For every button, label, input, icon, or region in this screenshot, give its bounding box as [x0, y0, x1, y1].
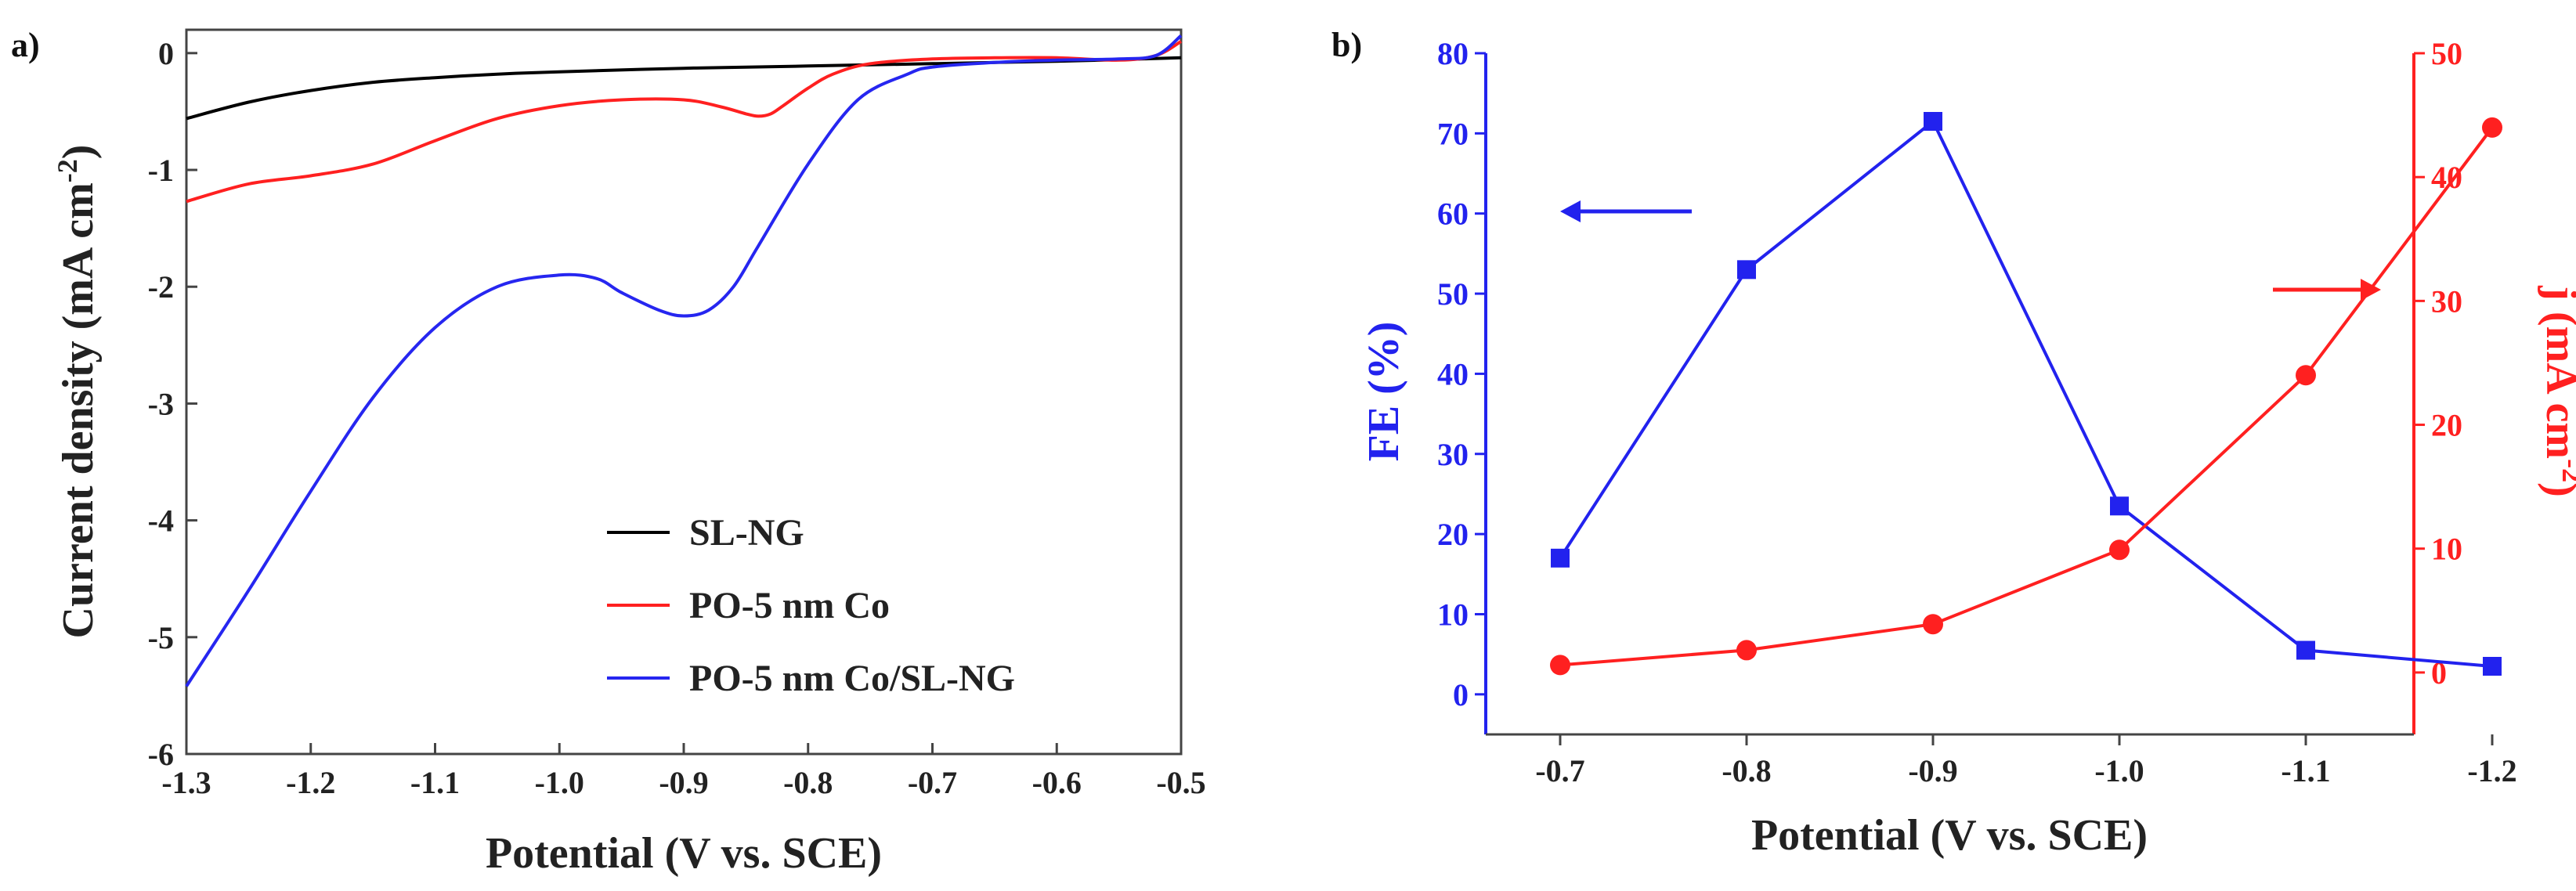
panel-b-x-axis-label: Potential (V vs. SCE) — [1751, 811, 2148, 860]
panel-a-x-tick-label: -1.1 — [410, 765, 460, 800]
panel-b-x-tick-label: -0.9 — [1908, 753, 1957, 788]
j-point — [1550, 655, 1570, 676]
j-arrow-head — [2361, 279, 2381, 301]
panel-b-right-tick-label: 20 — [2431, 408, 2462, 443]
panel-b-right-axis-label-main: j (mA cm — [2537, 285, 2576, 459]
panel-a-y-ticks: 0 -1 -2 -3 -4 -5 -6 — [148, 36, 197, 772]
j-point — [2109, 539, 2130, 561]
panel-b-left-tick-label: 50 — [1437, 276, 1469, 312]
panel-b-chart: b) -0.7 -0.8 -0.9 -1.0 -1.1 -1.2 0 10 20 30 40 50 6… — [1331, 26, 2576, 860]
fe-arrow-head — [1560, 200, 1581, 222]
panel-a-x-ticks: -1.3 -1.2 -1.1 -1.0 -0.9 -0.8 -0.7 -0.6 -0.5 — [161, 743, 1206, 800]
panel-a-plot-frame — [185, 28, 1183, 756]
panel-a-y-tick-label: 0 — [158, 36, 174, 71]
j-point — [2296, 365, 2316, 386]
panel-a-y-axis-label: Current density (mA cm-2) — [52, 145, 103, 639]
series-line-j — [1559, 126, 2494, 667]
panel-a-x-tick-label: -1.0 — [535, 765, 584, 800]
panel-b-label: b) — [1331, 26, 1362, 64]
panel-b-left-tick-label: 80 — [1437, 36, 1469, 71]
j-point — [1736, 640, 1757, 661]
panel-a-y-tick-label: -5 — [148, 620, 174, 655]
fe-point — [2296, 640, 2315, 660]
panel-a-y-tick-label: -1 — [148, 153, 174, 188]
series-line-po-5nm-co — [186, 40, 1183, 204]
panel-a-y-tick-label: -2 — [148, 269, 174, 305]
panel-a-series — [185, 34, 1183, 687]
panel-b-left-tick-label: 30 — [1437, 437, 1469, 472]
panel-a-x-tick-label: -0.8 — [783, 765, 833, 800]
panel-b-right-tick-label: 50 — [2431, 36, 2462, 71]
panel-a-y-tick-label: -4 — [148, 503, 174, 539]
panel-b-left-tick-label: 70 — [1437, 116, 1469, 151]
panel-b-j-axis-arrow — [2273, 279, 2381, 301]
panel-a-x-tick-label: -1.2 — [286, 765, 335, 800]
panel-b-fe-axis-arrow — [1560, 200, 1692, 222]
panel-b-right-axis-label-sup: -2 — [2556, 459, 2576, 482]
panel-a-x-tick-label: -0.6 — [1032, 765, 1082, 800]
fe-point — [1551, 548, 1570, 568]
legend-label-po-5nm-co-sl-ng: PO-5 nm Co/SL-NG — [689, 658, 1015, 699]
panel-a-y-tick-label: -3 — [148, 386, 174, 421]
panel-a-y-axis-label-main: Current density (mA cm — [54, 182, 103, 638]
panel-a-y-axis-label-close: ) — [54, 145, 103, 160]
fe-point — [2110, 496, 2129, 516]
panel-b-right-axis-label: j (mA cm-2) — [2537, 285, 2576, 496]
panel-a-y-tick-label: -6 — [148, 737, 174, 772]
fe-point — [1924, 112, 1942, 131]
panel-b-x-ticks: -0.7 -0.8 -0.9 -1.0 -1.1 -1.2 — [1535, 734, 2517, 788]
legend-label-sl-ng: SL-NG — [689, 512, 804, 554]
panel-a-label: a) — [11, 26, 40, 64]
fe-point — [2483, 657, 2502, 676]
legend-label-po-5nm-co: PO-5 nm Co — [689, 585, 890, 626]
panel-b-right-tick-label: 30 — [2431, 283, 2462, 319]
panel-a-legend: SL-NG PO-5 nm Co PO-5 nm Co/SL-NG — [607, 512, 1015, 699]
panel-b-left-tick-label: 40 — [1437, 356, 1469, 391]
panel-a-chart: a) -1.3 -1.2 -1.1 -1.0 -0.9 -0.8 -0.7 -0.6 -0.5 … — [11, 26, 1206, 878]
panel-b-series — [1550, 112, 2502, 676]
panel-b-x-tick-label: -0.7 — [1535, 753, 1584, 788]
panel-a-y-axis-label-sup: -2 — [52, 159, 83, 182]
panel-b-left-axis-label: FE (%) — [1360, 322, 1408, 462]
j-point — [1923, 614, 1943, 635]
panel-b-x-tick-label: -0.8 — [1722, 753, 1771, 788]
panel-b-left-y-ticks: 0 10 20 30 40 50 60 70 80 — [1437, 36, 1486, 712]
panel-b-left-tick-label: 10 — [1437, 597, 1469, 632]
panel-a-x-tick-label: -1.3 — [161, 765, 211, 800]
series-line-fe — [1559, 118, 2493, 668]
j-point — [2482, 117, 2502, 138]
panel-b-right-tick-label: 10 — [2431, 532, 2462, 567]
panel-b-x-tick-label: -1.0 — [2094, 753, 2144, 788]
panel-b-left-tick-label: 60 — [1437, 197, 1469, 232]
panel-b-x-tick-label: -1.2 — [2467, 753, 2516, 788]
series-line-sl-ng — [186, 56, 1182, 121]
panel-a-x-axis-label: Potential (V vs. SCE) — [486, 829, 882, 878]
panel-a-x-tick-label: -0.7 — [908, 765, 957, 800]
panel-b-right-axis-label-close: ) — [2537, 482, 2576, 497]
panel-b-x-tick-label: -1.1 — [2281, 753, 2330, 788]
panel-b-right-tick-label: 0 — [2431, 655, 2447, 691]
series-line-po-5nm-co-sl-ng — [185, 34, 1183, 687]
panel-b-left-tick-label: 0 — [1453, 677, 1469, 712]
panel-b-left-tick-label: 20 — [1437, 517, 1469, 552]
panel-a-x-tick-label: -0.9 — [659, 765, 708, 800]
panel-a-x-tick-label: -0.5 — [1156, 765, 1205, 800]
fe-point — [1737, 260, 1756, 280]
